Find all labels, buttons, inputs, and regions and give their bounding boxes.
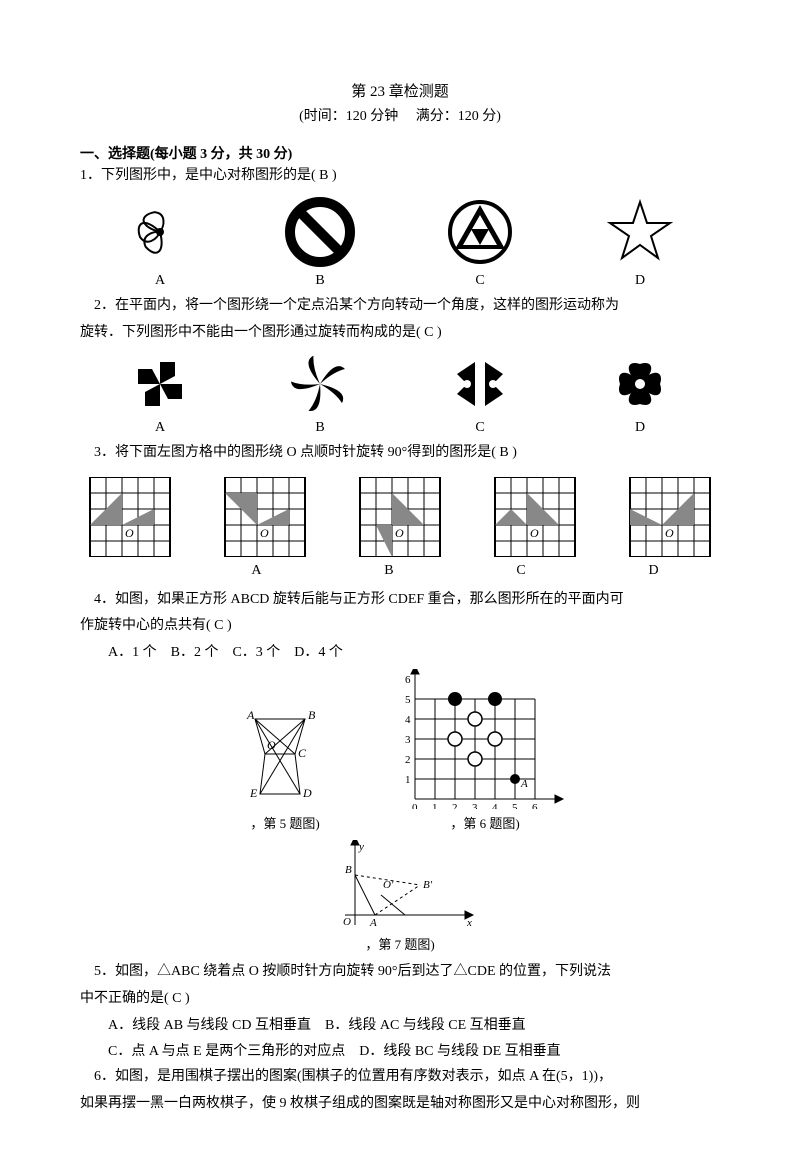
q1-options: A B C D [80,197,720,289]
q1-opt-c: C [445,197,515,289]
q3-label-d: D [648,563,658,579]
fig-5-6-row: A B C O D E ，第 5 题图) [80,669,720,832]
svg-text:O: O [260,526,269,540]
time-info: (时间：120 分钟 [299,109,398,124]
svg-text:1: 1 [432,802,438,809]
svg-text:y: y [358,841,364,853]
svg-text:6: 6 [532,802,538,809]
score-info: 满分：120 分) [416,109,501,124]
svg-text:O: O [530,526,539,540]
question-3: 3．将下面左图方格中的图形绕 O 点顺时针旋转 90°得到的图形是( B ) [80,442,720,464]
question-2-l2: 旋转．下列图形中不能由一个图形通过旋转而构成的是( C ) [80,322,720,344]
fig7-caption: ，第 7 题图) [365,934,434,953]
q3-label-a: A [251,563,261,579]
svg-text:3: 3 [472,802,478,809]
subtitle: (时间：120 分钟 满分：120 分) [80,105,720,125]
q1-label-c: C [475,273,484,289]
q3-label-b: B [384,563,393,579]
q1-label-b: B [315,273,324,289]
svg-text:x: x [466,917,472,929]
svg-text:B: B [345,864,352,876]
chapter-title: 第 23 章检测题 [80,80,720,101]
fig7-axes: O A B O' B' x y [325,840,475,930]
pinwheel-icon [125,354,195,414]
q4-options: A．1 个 B．2 个 C．3 个 D．4 个 [108,641,720,661]
section-1-header: 一、选择题(每小题 3 分，共 30 分) [80,143,720,163]
svg-text:4: 4 [405,714,411,726]
svg-text:A: A [246,708,255,722]
question-5-l1: 5．如图，△ABC 绕着点 O 按顺时针方向旋转 90°后到达了△CDE 的位置… [80,961,720,983]
page-content: 第 23 章检测题 (时间：120 分钟 满分：120 分) 一、选择题(每小题… [0,0,800,1159]
q1-opt-a: A [125,197,195,289]
svg-text:5: 5 [405,694,411,706]
svg-text:B': B' [423,879,433,891]
q1-label-d: D [635,273,645,289]
svg-text:C: C [298,746,307,760]
q3-opt-b-grid: O [350,477,450,557]
q2-label-a: A [155,420,165,436]
fig-6: 0 1 2 3 4 5 6 1 2 3 4 5 6 [395,669,575,832]
svg-text:2: 2 [405,754,411,766]
svg-text:O': O' [383,879,394,891]
svg-text:2: 2 [452,802,458,809]
svg-text:A: A [369,917,377,929]
svg-text:O: O [267,738,276,752]
svg-text:A: A [520,778,528,790]
fig6-caption: ，第 6 题图) [450,813,519,832]
question-6-l2: 如果再摆一黑一白两枚棋子，使 9 枚棋子组成的图案既是轴对称图形又是中心对称图形… [80,1093,720,1115]
q3-label-c: C [516,563,525,579]
svg-text:0: 0 [412,802,418,809]
q5-opts-l2: C．点 A 与点 E 是两个三角形的对应点 D．线段 BC 与线段 DE 互相垂… [108,1040,720,1060]
svg-text:5: 5 [512,802,518,809]
q2-label-d: D [635,420,645,436]
question-2-l1: 2．在平面内，将一个图形绕一个定点沿某个方向转动一个角度，这样的图形运动称为 [80,295,720,317]
svg-text:1: 1 [405,774,411,786]
q2-options: A B C [80,354,720,436]
svg-text:O: O [395,526,404,540]
clover-icon [605,354,675,414]
fig-5: A B C O D E ，第 5 题图) [225,699,345,832]
q1-opt-d: D [605,197,675,289]
svg-text:E: E [249,786,258,800]
q2-opt-c: C [445,354,515,436]
question-4-l1: 4．如图，如果正方形 ABCD 旋转后能与正方形 CDEF 重合，那么图形所在的… [80,589,720,611]
svg-text:O: O [343,916,351,928]
q3-opt-d-grid: O [620,477,720,557]
svg-text:6: 6 [405,674,411,686]
q2-opt-a: A [125,354,195,436]
triangle-circle-icon [445,197,515,267]
q2-label-c: C [475,420,484,436]
star-icon [605,197,675,267]
no-sign-icon [285,197,355,267]
svg-text:O: O [665,526,674,540]
svg-text:D: D [302,786,312,800]
q3-labels: A B C D [190,563,720,579]
q3-opt-a-grid: O [215,477,315,557]
question-6-l1: 6．如图，是用围棋子摆出的图案(围棋子的位置用有序数对表示，如点 A 在(5，1… [80,1066,720,1088]
fig-7-row: O A B O' B' x y ，第 7 题图) [80,840,720,953]
fig6-go-board: 0 1 2 3 4 5 6 1 2 3 4 5 6 [395,669,575,809]
svg-text:B: B [308,708,316,722]
q3-opt-c-grid: O [485,477,585,557]
question-4-l2: 作旋转中心的点共有( C ) [80,615,720,637]
fig-7: O A B O' B' x y ，第 7 题图) [325,840,475,953]
svg-text:4: 4 [492,802,498,809]
q3-figures: O O O [80,477,720,557]
q5-opts-l1: A．线段 AB 与线段 CD 互相垂直 B．线段 AC 与线段 CE 互相垂直 [108,1014,720,1034]
question-5-l2: 中不正确的是( C ) [80,988,720,1010]
q1-label-a: A [155,273,165,289]
propeller-icon [125,197,195,267]
fig5-caption: ，第 5 题图) [250,813,319,832]
svg-text:3: 3 [405,734,411,746]
curve-pinwheel-icon [285,354,355,414]
mirror-pair-icon [445,354,515,414]
q3-original-grid: O [80,477,180,557]
q2-opt-d: D [605,354,675,436]
q1-opt-b: B [285,197,355,289]
fig5-diagram: A B C O D E [225,699,345,809]
q2-opt-b: B [285,354,355,436]
svg-text:O: O [125,526,134,540]
question-1: 1．下列图形中，是中心对称图形的是( B ) [80,165,720,187]
q2-label-b: B [315,420,324,436]
